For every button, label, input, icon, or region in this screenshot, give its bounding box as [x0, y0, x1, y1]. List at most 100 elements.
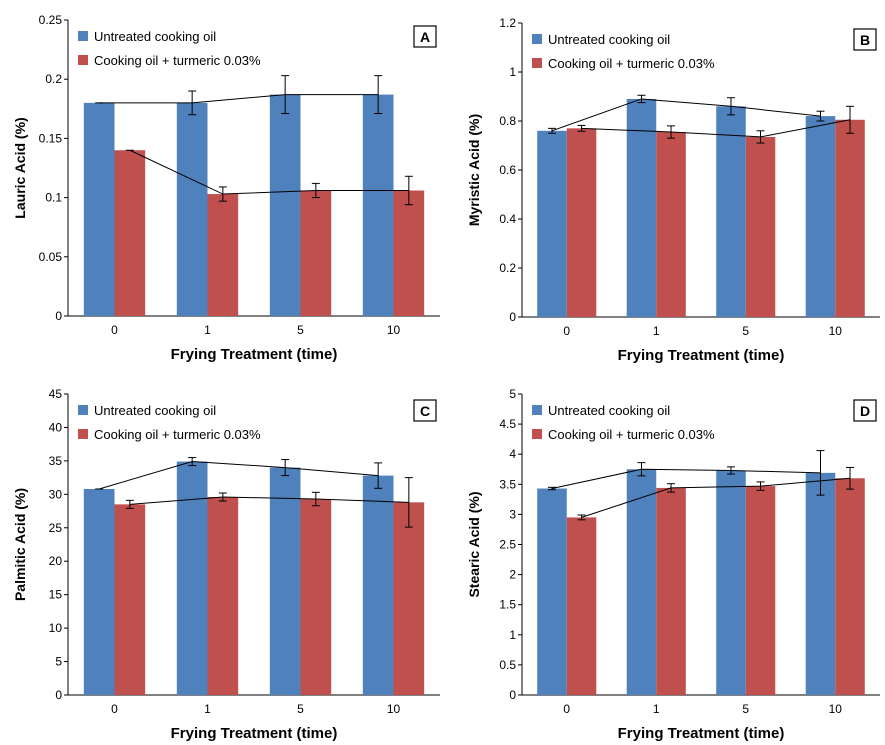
bar-turmeric [656, 487, 686, 695]
x-tick-label: 0 [111, 702, 118, 716]
panel-label-box [853, 399, 877, 422]
bar-turmeric [656, 132, 686, 317]
chart-panel-d: 0 0.5 1 1.5 2 2.5 3 3.5 4 4.5 5 0 1 5 10 Frying Treatme… [466, 387, 880, 742]
legend-label: Untreated cooking oil [548, 403, 670, 418]
y-tick-label: 20 [49, 554, 63, 568]
bar-untreated [716, 106, 746, 317]
bar-untreated [362, 475, 394, 695]
y-axis-label: Myristic Acid (%) [466, 114, 482, 226]
bar-turmeric [745, 136, 776, 317]
y-tick-label: 2 [509, 568, 516, 582]
trend-line-untreated [551, 468, 821, 490]
trend-line-turmeric [129, 149, 409, 195]
panel-label-box [413, 25, 437, 48]
panel-label-box [853, 28, 877, 51]
x-tick-label: 0 [111, 323, 118, 337]
y-tick-label: 1 [509, 628, 516, 642]
bar-untreated [176, 102, 208, 316]
legend-swatch [78, 31, 88, 41]
bar-turmeric [300, 499, 332, 695]
y-tick-label: 0.2 [45, 72, 62, 86]
x-tick-label: 0 [563, 324, 570, 338]
y-tick-label: 0.05 [39, 250, 63, 264]
y-tick-label: 10 [49, 621, 63, 635]
bar-turmeric [745, 486, 776, 695]
x-tick-label: 1 [204, 702, 211, 716]
x-axis-label: Frying Treatment (time) [618, 347, 785, 364]
bar-turmeric [566, 128, 597, 317]
y-tick-label: 0.2 [499, 261, 516, 275]
x-tick-label: 0 [563, 702, 570, 716]
legend-swatch [78, 405, 88, 415]
y-axis-label: Stearic Acid (%) [466, 491, 482, 597]
x-tick-label: 5 [742, 324, 749, 338]
bar-turmeric [207, 194, 239, 316]
y-tick-label: 0.6 [499, 163, 516, 177]
bar-turmeric [114, 150, 146, 316]
bar-turmeric [393, 502, 425, 695]
bar-turmeric [114, 504, 146, 695]
y-tick-label: 5 [55, 655, 62, 669]
bar-turmeric [835, 119, 865, 318]
y-tick-label: 1 [509, 65, 516, 79]
y-tick-label: 15 [49, 588, 63, 602]
y-axis-label: Lauric Acid (%) [12, 117, 28, 218]
x-axis-label: Frying Treatment (time) [171, 725, 338, 742]
bar-untreated [83, 488, 115, 695]
x-tick-label: 10 [387, 702, 401, 716]
y-tick-label: 0.1 [45, 191, 62, 205]
x-axis-label: Frying Treatment (time) [618, 725, 785, 742]
trend-line-turmeric [581, 119, 851, 138]
bar-untreated [537, 130, 567, 317]
bar-untreated [83, 102, 115, 316]
legend-label: Cooking oil + turmeric 0.03% [548, 56, 715, 71]
y-tick-label: 0.5 [499, 658, 516, 672]
y-tick-label: 0 [55, 309, 62, 323]
bar-turmeric [566, 517, 597, 695]
trend-line-untreated [99, 94, 379, 104]
trend-line-untreated [99, 461, 379, 490]
legend-label: Cooking oil + turmeric 0.03% [94, 53, 261, 68]
panel-label-box [413, 399, 437, 422]
panel-label: D [860, 403, 870, 419]
x-tick-label: 1 [653, 702, 660, 716]
bar-untreated [269, 467, 301, 695]
bar-untreated [626, 98, 657, 317]
y-tick-label: 0 [509, 310, 516, 324]
y-tick-label: 45 [49, 387, 63, 401]
legend-swatch [532, 58, 542, 68]
x-tick-label: 5 [742, 702, 749, 716]
x-tick-label: 5 [297, 702, 304, 716]
y-tick-label: 3 [509, 507, 516, 521]
y-tick-label: 35 [49, 454, 63, 468]
bar-turmeric [835, 478, 865, 695]
x-tick-label: 5 [297, 323, 304, 337]
y-tick-label: 4.5 [499, 417, 516, 431]
y-tick-label: 3.5 [499, 477, 516, 491]
y-tick-label: 2.5 [499, 538, 516, 552]
y-tick-label: 0.4 [499, 212, 516, 226]
bar-untreated [269, 94, 301, 316]
bar-turmeric [300, 190, 332, 316]
trend-line-untreated [551, 98, 821, 132]
x-tick-label: 1 [653, 324, 660, 338]
y-tick-label: 0 [509, 688, 516, 702]
x-tick-label: 1 [204, 323, 211, 337]
panel-label: A [420, 29, 430, 45]
legend-swatch [78, 429, 88, 439]
legend-label: Cooking oil + turmeric 0.03% [548, 427, 715, 442]
legend-swatch [532, 34, 542, 44]
legend-label: Untreated cooking oil [94, 29, 216, 44]
chart-panel-b: 0 0.2 0.4 0.6 0.8 1 1.2 0 1 5 10 Frying Treatment (… [466, 16, 880, 364]
x-tick-label: 10 [387, 323, 401, 337]
bar-untreated [716, 470, 746, 695]
bar-untreated [805, 116, 836, 317]
legend-label: Cooking oil + turmeric 0.03% [94, 427, 261, 442]
bar-untreated [805, 472, 836, 695]
x-axis-label: Frying Treatment (time) [171, 346, 338, 363]
legend-swatch [532, 429, 542, 439]
y-axis-label: Palmitic Acid (%) [12, 488, 28, 601]
